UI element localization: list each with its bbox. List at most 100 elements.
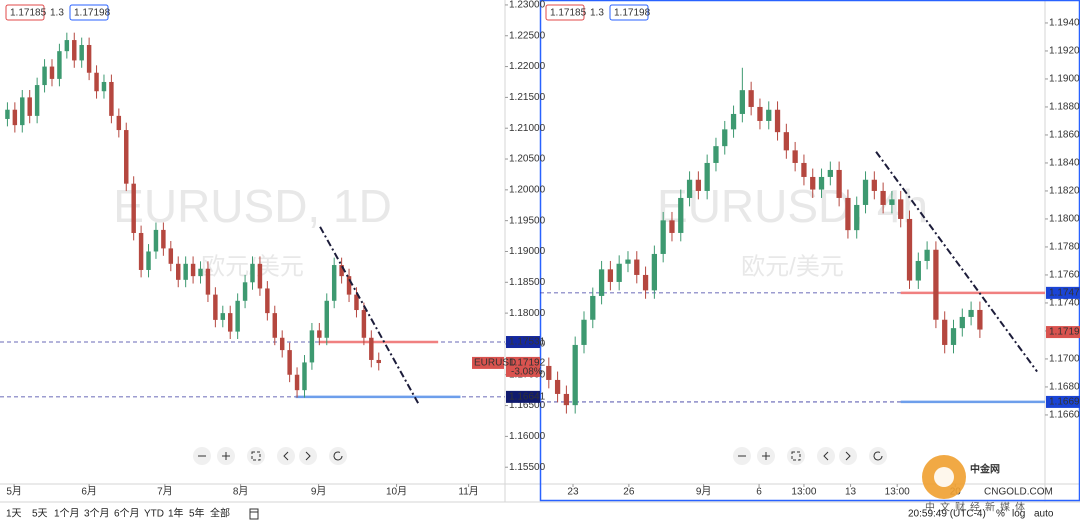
left-icon	[283, 451, 289, 461]
range-button[interactable]: 5天	[32, 509, 48, 520]
nav-button-bg[interactable]	[787, 447, 805, 465]
auto-toggle[interactable]: auto	[1034, 509, 1054, 520]
nav-button-bg[interactable]	[299, 447, 317, 465]
candle-body	[713, 146, 719, 163]
candle-body	[827, 169, 833, 177]
legend-value: 1.3	[50, 8, 64, 19]
price-label-box	[506, 390, 540, 403]
candle-body	[801, 162, 807, 177]
candle-body	[739, 90, 745, 114]
candle-body	[730, 113, 737, 130]
range-button[interactable]: 全部	[210, 507, 230, 520]
range-button[interactable]: 6个月	[114, 508, 140, 520]
candle-body	[235, 300, 240, 332]
legend-value: 1.17198	[74, 8, 111, 19]
candle-body	[42, 66, 47, 86]
candle-body	[669, 220, 675, 233]
last-price-box	[506, 356, 540, 377]
candle-body	[176, 263, 181, 280]
reset-icon	[251, 451, 261, 461]
x-tick-label: 5月	[6, 486, 22, 498]
y-tick-label: 1.20000	[509, 184, 546, 195]
y-tick-label: 1.16000	[509, 431, 546, 442]
range-button[interactable]: 3个月	[84, 508, 110, 520]
range-button[interactable]: 1年	[168, 507, 184, 520]
range-button[interactable]: 1个月	[54, 508, 80, 520]
y-tick-label: 1.22500	[509, 30, 546, 41]
candle-body	[818, 176, 825, 190]
candle-body	[183, 263, 188, 280]
price-label: 1.17472	[1049, 288, 1080, 299]
candle-body	[272, 313, 278, 338]
price-label-box	[506, 336, 540, 349]
nav-button-bg[interactable]	[817, 447, 835, 465]
x-tick-label: 23	[567, 487, 579, 498]
range-button[interactable]: 5年	[189, 507, 205, 520]
candle-body	[836, 169, 842, 198]
candle-body	[279, 337, 285, 351]
candle-body	[79, 44, 84, 61]
y-tick-label: 1.21500	[509, 92, 546, 103]
y-tick-label: 1.18800	[1049, 102, 1080, 113]
trend-line	[319, 226, 419, 404]
candle-body	[94, 72, 99, 92]
candle-body	[598, 269, 605, 296]
nav-button-bg[interactable]	[839, 447, 857, 465]
last-price-box	[1046, 326, 1080, 339]
watermark: EURUSD, 1D	[113, 180, 392, 232]
y-tick-label: 1.16800	[1049, 382, 1080, 393]
y-tick-label: 1.18000	[1049, 214, 1080, 225]
candle-body	[871, 179, 877, 191]
nav-button-bg[interactable]	[869, 447, 887, 465]
nav-button-bg[interactable]	[277, 447, 295, 465]
y-tick-label: 1.18200	[1049, 186, 1080, 197]
zoom-in-icon	[222, 452, 230, 460]
candle-body	[220, 313, 226, 320]
candle-body	[161, 229, 166, 249]
candle-body	[695, 179, 702, 191]
date-range-icon	[249, 508, 259, 520]
price-label: 1.16641	[509, 392, 546, 403]
candle-body	[783, 132, 789, 151]
log-toggle[interactable]: log	[1012, 509, 1025, 520]
price-label: 1.17531	[509, 337, 546, 348]
candle-body	[287, 350, 292, 375]
nav-button-bg[interactable]	[329, 447, 347, 465]
candle-body	[27, 97, 32, 116]
right-icon	[845, 451, 851, 461]
candle-body	[810, 176, 816, 190]
candle-body	[748, 90, 754, 107]
candle-body	[898, 199, 904, 219]
legend-box	[5, 4, 45, 21]
y-tick-label: 1.19200	[1049, 46, 1080, 57]
range-button[interactable]: 1天	[6, 509, 22, 520]
candle-body	[590, 295, 596, 320]
candle-body	[116, 115, 122, 131]
x-tick-label: 7月	[157, 486, 173, 498]
nav-button-bg[interactable]	[247, 447, 265, 465]
y-tick-label: 1.20500	[509, 154, 546, 165]
percent-toggle[interactable]: %	[996, 509, 1005, 520]
candle-body	[906, 218, 913, 281]
candle-body	[766, 109, 772, 121]
candle-body	[376, 359, 381, 364]
candle-body	[86, 44, 92, 73]
symbol-tag	[472, 356, 504, 369]
candle-body	[546, 365, 552, 380]
y-tick-label: 1.16500	[509, 400, 546, 411]
y-tick-label: 1.18600	[1049, 130, 1080, 141]
candle-body	[563, 393, 570, 406]
range-button[interactable]: YTD	[144, 509, 164, 520]
candle-body	[354, 294, 359, 311]
x-tick-label: 8月	[233, 486, 249, 498]
candle-body	[324, 300, 329, 338]
candle-body	[227, 313, 233, 332]
candle-body	[369, 337, 374, 360]
x-tick-label: 13:00	[791, 487, 816, 498]
y-tick-label: 1.18000	[509, 308, 546, 319]
legend-box	[69, 4, 109, 21]
reset-icon	[791, 451, 801, 461]
y-tick-label: 1.17600	[1049, 270, 1080, 281]
y-tick-label: 1.23000	[509, 0, 546, 11]
